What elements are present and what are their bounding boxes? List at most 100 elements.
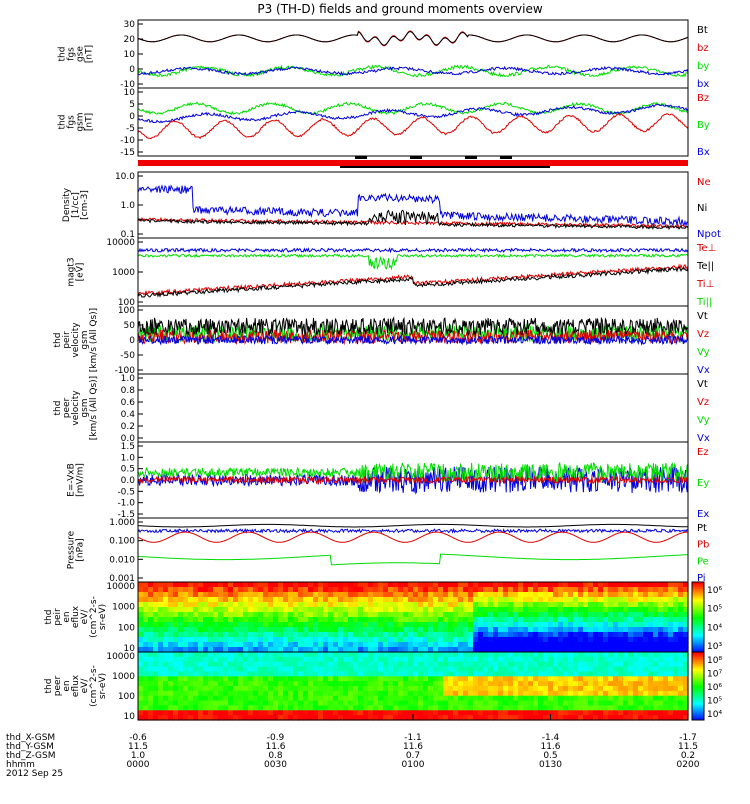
spectrogram-cell xyxy=(223,671,229,677)
spectrogram-cell xyxy=(153,715,159,721)
spectrogram-cell xyxy=(458,710,464,716)
colorbar-segment xyxy=(692,596,704,599)
spectrogram-cell xyxy=(353,627,359,633)
spectrogram-cell xyxy=(393,681,399,687)
spectrogram-cell xyxy=(393,592,399,598)
ytick-label: -50 xyxy=(120,351,135,361)
spectrogram-cell xyxy=(498,602,504,608)
spectrogram-cell xyxy=(543,710,549,716)
spectrogram-cell xyxy=(158,627,164,633)
spectrogram-cell xyxy=(353,622,359,628)
spectrogram-cell xyxy=(673,676,679,682)
spectrogram-cell xyxy=(553,592,559,598)
spectrogram-cell xyxy=(218,612,224,618)
spectrogram-cell xyxy=(293,637,299,643)
spectrogram-cell xyxy=(328,632,334,638)
spectrogram-cell xyxy=(333,666,339,673)
spectrogram-cell xyxy=(153,695,159,702)
spectrogram-cell xyxy=(443,637,449,643)
spectrogram-cell xyxy=(528,627,534,633)
spectrogram-cell xyxy=(533,632,539,638)
spectrogram-cell xyxy=(558,690,564,697)
spectrogram-cell xyxy=(183,690,189,697)
spectrogram-cell xyxy=(658,666,664,673)
colorbar-segment xyxy=(692,587,704,590)
spectrogram-cell xyxy=(673,695,679,702)
spectrogram-cell xyxy=(633,652,639,658)
spectrogram-cell xyxy=(203,700,209,707)
spectrogram-cell xyxy=(168,642,174,648)
spectrogram-cell xyxy=(478,715,484,721)
spectrogram-cell xyxy=(218,597,224,603)
spectrogram-cell xyxy=(598,632,604,638)
spectrogram-cell xyxy=(423,690,429,697)
spectrogram-cell xyxy=(683,690,689,697)
spectrogram-cell xyxy=(618,627,624,633)
spectrogram-cell xyxy=(628,681,634,687)
spectrogram-cell xyxy=(178,661,184,668)
spectrogram-cell xyxy=(598,710,604,716)
spectrogram-cell xyxy=(358,695,364,702)
spectrogram-cell xyxy=(148,587,154,593)
spectrogram-cell xyxy=(443,686,449,692)
spectrogram-cell xyxy=(458,656,464,663)
spectrogram-cell xyxy=(683,710,689,716)
spectrogram-cell xyxy=(158,612,164,618)
spectrogram-cell xyxy=(378,686,384,692)
spectrogram-cell xyxy=(178,695,184,702)
spectrogram-cell xyxy=(608,637,614,643)
colorbar-segment xyxy=(692,672,704,675)
spectrogram-cell xyxy=(498,587,504,593)
spectrogram-cell xyxy=(678,612,684,618)
spectrogram-cell xyxy=(568,622,574,628)
spectrogram-cell xyxy=(618,715,624,721)
spectrogram-cell xyxy=(438,686,444,692)
spectrogram-cell xyxy=(388,622,394,628)
spectrogram-cell xyxy=(643,637,649,643)
spectrogram-cell xyxy=(153,602,159,608)
spectrogram-cell xyxy=(563,587,569,593)
spectrogram-cell xyxy=(533,695,539,702)
ylabel-density: [cm-3] xyxy=(80,190,90,220)
spectrogram-cell xyxy=(508,617,514,623)
spectrogram-cell xyxy=(513,666,519,673)
spectrogram-cell xyxy=(588,632,594,638)
spectrogram-cell xyxy=(628,661,634,668)
spectrogram-cell xyxy=(278,700,284,707)
spectrogram-cell xyxy=(593,647,599,653)
spectrogram-cell xyxy=(328,647,334,653)
spectrogram-cell xyxy=(548,617,554,623)
spectrogram-cell xyxy=(328,627,334,633)
spectrogram-cell xyxy=(523,652,529,658)
spectrogram-cell xyxy=(163,627,169,633)
spectrogram-cell xyxy=(653,700,659,707)
spectrogram-cell xyxy=(213,622,219,628)
spectrogram-cell xyxy=(633,676,639,682)
spectrogram-cell xyxy=(293,627,299,633)
ytick-label: 0.010 xyxy=(109,555,135,565)
spectrogram-cell xyxy=(468,642,474,648)
spectrogram-cell xyxy=(473,612,479,618)
spectrogram-cell xyxy=(603,681,609,687)
spectrogram-cell xyxy=(548,602,554,608)
spectrogram-cell xyxy=(583,671,589,677)
colorbar-segment xyxy=(692,582,704,585)
spectrogram-cell xyxy=(183,676,189,682)
spectrogram-cell xyxy=(473,715,479,721)
spectrogram-cell xyxy=(643,632,649,638)
spectrogram-cell xyxy=(293,705,299,711)
spectrogram-cell xyxy=(323,632,329,638)
spectrogram-cell xyxy=(398,632,404,638)
spectrogram-cell xyxy=(283,656,289,663)
colorbar-segment xyxy=(692,604,704,607)
spectrogram-cell xyxy=(343,582,349,588)
spectrogram-cell xyxy=(368,681,374,687)
legend-Ti⊥: Ti⊥ xyxy=(696,279,714,290)
spectrogram-cell xyxy=(158,705,164,711)
spectrogram-cell xyxy=(568,582,574,588)
panel-peir-vel: thd peir velocity gsm [km/s (All Qs)] 100500-… xyxy=(53,305,710,376)
spectrogram-cell xyxy=(378,676,384,682)
spectrogram-cell xyxy=(303,617,309,623)
spectrogram-cell xyxy=(598,700,604,707)
spectrogram-cell xyxy=(243,656,249,663)
